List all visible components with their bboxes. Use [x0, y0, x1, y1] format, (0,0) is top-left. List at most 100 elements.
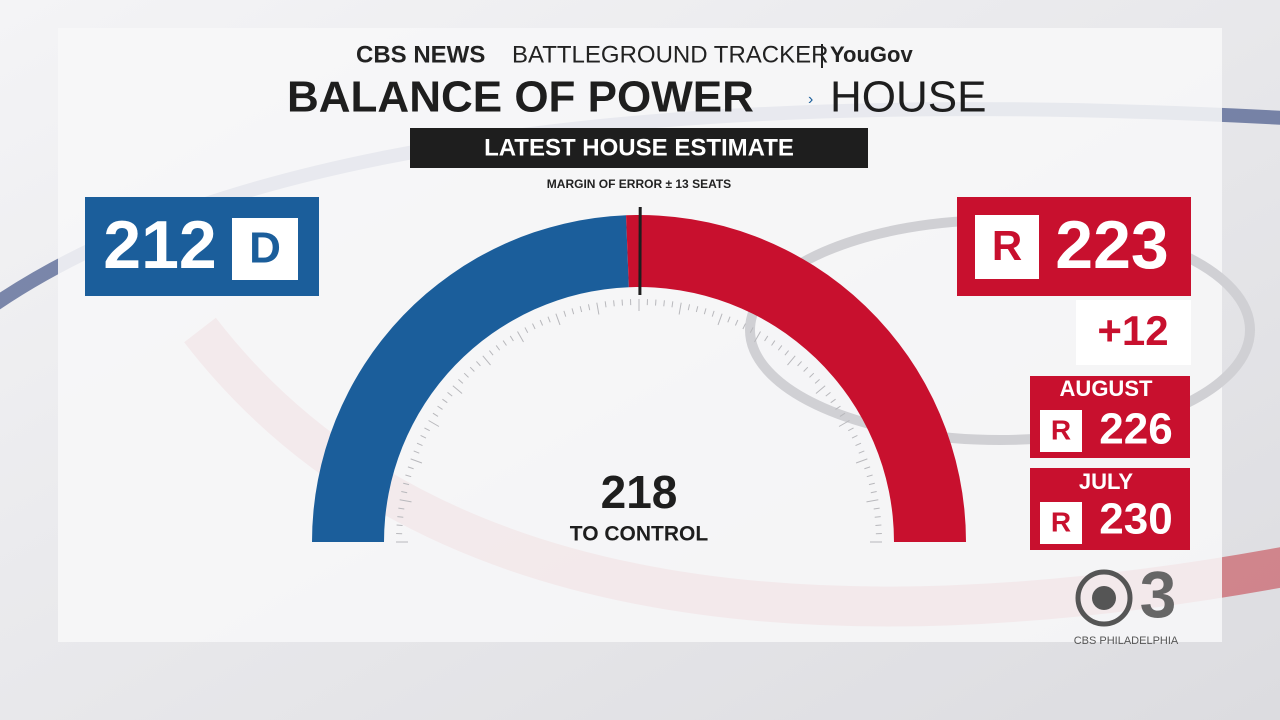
scale-tick [803, 366, 809, 372]
partner: YouGov [830, 42, 913, 67]
brand: CBS NEWS [356, 41, 485, 68]
change-box [1076, 300, 1191, 365]
scale-tick [815, 385, 826, 394]
scale-tick [678, 302, 682, 315]
history-party: R [1051, 506, 1071, 537]
station-logo: 3 CBS PHILADELPHIA [1074, 557, 1179, 646]
scale-tick [524, 327, 529, 333]
scale-tick [866, 499, 879, 503]
scale-tick [401, 490, 408, 494]
history-badge [1040, 410, 1082, 452]
scale-tick [482, 355, 491, 366]
scale-tick [476, 361, 481, 367]
scale-tick [604, 301, 607, 308]
dem-badge [232, 218, 298, 280]
scale-tick [428, 420, 440, 427]
scale-tick [469, 366, 475, 372]
scale-tick [754, 331, 761, 343]
scale-tick [777, 345, 783, 351]
history-seats: 226 [1099, 405, 1172, 454]
scale-tick [517, 331, 524, 343]
scale-tick [663, 300, 665, 307]
threshold-label: TO CONTROL [570, 523, 709, 546]
scale-tick [830, 398, 836, 404]
scale-tick [695, 306, 699, 313]
scale-tick [835, 405, 841, 410]
scale-tick [671, 301, 674, 308]
history-month: JULY [1079, 469, 1134, 494]
scale-tick [855, 442, 862, 447]
station-name: CBS PHILADELPHIA [1074, 635, 1179, 647]
scale-tick [458, 379, 464, 384]
scale-tick [447, 392, 453, 397]
scale-tick [749, 327, 754, 333]
scale-tick [587, 304, 591, 311]
scale-tick [437, 405, 443, 410]
scale-tick [420, 435, 427, 439]
scale-tick [855, 458, 868, 464]
scale-tick [571, 308, 575, 315]
history-seats: 230 [1099, 495, 1172, 544]
scale-tick [413, 450, 420, 454]
dem-label: D [249, 224, 281, 273]
section: HOUSE [830, 73, 986, 122]
scale-tick [874, 516, 881, 518]
chevron: › [808, 91, 813, 108]
scale-tick [825, 392, 831, 397]
scale-tick [711, 310, 715, 317]
rep-badge [975, 215, 1039, 279]
scale-tick [848, 427, 854, 432]
scale-tick [432, 412, 439, 417]
scale-tick [424, 427, 430, 432]
rep-label: R [992, 222, 1022, 269]
scale-tick [809, 372, 815, 378]
scale-tick [687, 304, 691, 311]
scale-tick [868, 482, 875, 486]
scale-tick [596, 302, 600, 315]
scale-tick [839, 412, 846, 417]
scale-tick [442, 398, 448, 404]
history-badge [1040, 502, 1082, 544]
scale-tick [489, 350, 494, 356]
scale-tick [452, 385, 463, 394]
scale-tick [870, 490, 877, 494]
scale-tick [787, 355, 796, 366]
rep-seats: 223 [1055, 207, 1168, 283]
scale-tick [717, 313, 723, 326]
margin-of-error: MARGIN OF ERROR ± 13 SEATS [547, 177, 731, 191]
scale-tick [864, 466, 871, 470]
scale-tick [407, 466, 414, 470]
scale-tick [405, 474, 412, 478]
scale-tick [579, 306, 583, 313]
scale-tick [398, 507, 405, 510]
scale-tick [502, 340, 507, 346]
threshold-value: 218 [601, 466, 678, 518]
scale-tick [410, 458, 423, 464]
history-party: R [1051, 414, 1071, 445]
title: BALANCE OF POWER [287, 73, 754, 122]
eye-logo [1075, 569, 1133, 627]
channel-number: 3 [1140, 557, 1177, 631]
scale-tick [399, 499, 412, 503]
scale-tick [613, 300, 615, 307]
banner: LATEST HOUSE ESTIMATE [484, 134, 794, 161]
scale-tick [814, 379, 820, 384]
scale-tick [555, 313, 561, 326]
scale-tick [784, 350, 789, 356]
scale-tick [703, 308, 707, 315]
banner-box [410, 128, 868, 168]
scale-tick [403, 482, 410, 486]
scale-tick [838, 420, 850, 427]
scale-tick [547, 316, 551, 323]
scale-tick [463, 372, 469, 378]
gauge-arc [312, 215, 629, 542]
scale-tick [727, 316, 731, 323]
scale-tick [416, 442, 423, 447]
scale-tick [532, 323, 536, 330]
scale-tick [771, 340, 776, 346]
scale-tick [797, 361, 802, 367]
scale-tick [563, 310, 567, 317]
scale-tick [509, 335, 514, 342]
gauge-arc [626, 215, 966, 542]
scale-tick [734, 319, 739, 326]
